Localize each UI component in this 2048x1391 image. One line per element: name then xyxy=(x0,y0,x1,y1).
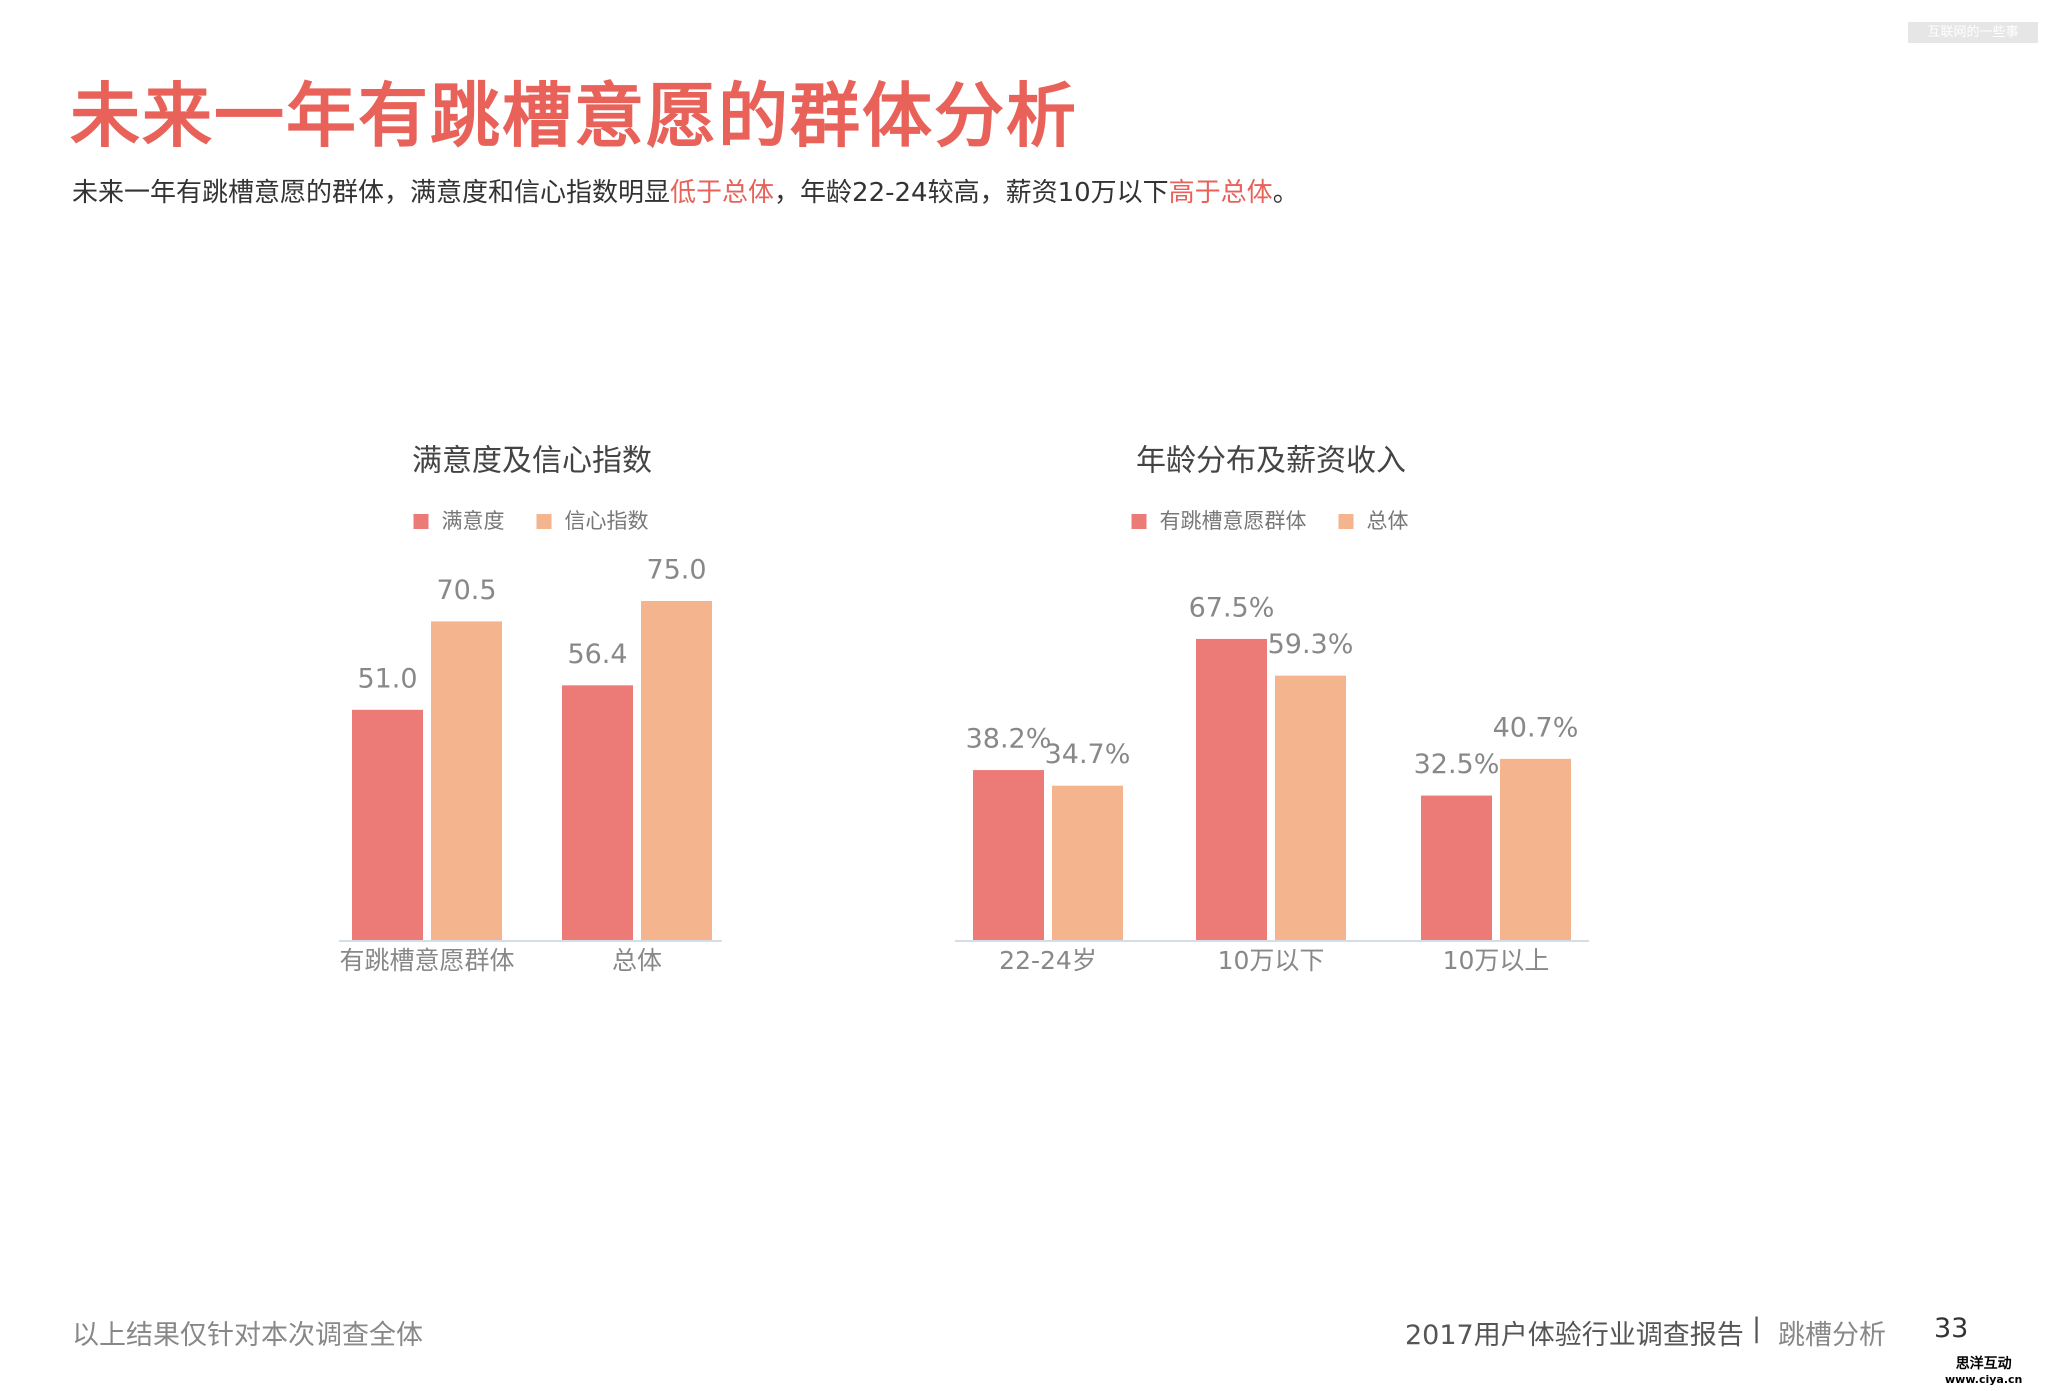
report-name: 2017用户体验行业调查报告 xyxy=(1405,1320,1744,1351)
bar xyxy=(1275,675,1346,941)
value-label: 51.0 xyxy=(357,663,417,694)
watermark-brand: 思洋互动 www.ciya.cn xyxy=(1945,1357,2022,1387)
bar xyxy=(352,709,423,941)
legend-swatch xyxy=(1131,514,1147,529)
footnote: 以上结果仅针对本次调查全体 xyxy=(72,1320,423,1351)
subtitle-text: ，年龄22-24较高，薪资10万以下 xyxy=(774,178,1169,208)
page-number: 33 xyxy=(1934,1313,1969,1344)
subtitle: 未来一年有跳槽意愿的群体，满意度和信心指数明显低于总体，年龄22-24较高，薪资… xyxy=(72,172,1299,209)
value-label: 67.5% xyxy=(1189,592,1275,623)
section-name: 跳槽分析 xyxy=(1778,1320,1886,1351)
x-tick-label: 总体 xyxy=(612,946,662,975)
legend-swatch xyxy=(536,514,552,529)
bar xyxy=(973,770,1044,941)
chart-title: 年龄分布及薪资收入 xyxy=(1136,444,1406,479)
page-title: 未来一年有跳槽意愿的群体分析 xyxy=(70,75,1078,157)
subtitle-highlight: 高于总体 xyxy=(1168,178,1273,208)
value-label: 56.4 xyxy=(567,639,627,670)
bar xyxy=(641,601,712,941)
brand: 思洋互动 xyxy=(1955,1356,2012,1372)
bar xyxy=(1421,795,1492,941)
bar xyxy=(562,685,633,941)
value-label: 75.0 xyxy=(646,555,706,586)
legend-label: 有跳槽意愿群体 xyxy=(1160,509,1307,533)
watermark: 互联网的一些事 xyxy=(1908,22,2038,43)
separator: | xyxy=(1752,1313,1762,1344)
legend-label: 总体 xyxy=(1367,509,1409,533)
subtitle-text: 未来一年有跳槽意愿的群体，满意度和信心指数明显 xyxy=(72,178,671,208)
legend-swatch xyxy=(413,514,429,529)
subtitle-highlight: 低于总体 xyxy=(670,178,775,208)
value-label: 32.5% xyxy=(1414,749,1500,780)
x-tick-label: 有跳槽意愿群体 xyxy=(339,946,514,975)
bar xyxy=(1500,758,1571,941)
brand-url: www.ciya.cn xyxy=(1945,1373,2023,1386)
x-tick-label: 10万以上 xyxy=(1443,946,1550,975)
legend-label: 满意度 xyxy=(442,509,505,533)
legend-swatch xyxy=(1338,514,1354,529)
bar xyxy=(1052,785,1123,941)
value-label: 38.2% xyxy=(966,724,1052,755)
x-tick-label: 22-24岁 xyxy=(999,946,1097,975)
value-label: 59.3% xyxy=(1268,629,1354,660)
legend-label: 信心指数 xyxy=(565,509,649,533)
bar xyxy=(431,621,502,941)
value-label: 70.5 xyxy=(436,575,496,606)
chart-title: 满意度及信心指数 xyxy=(412,444,652,479)
value-label: 40.7% xyxy=(1493,712,1579,743)
x-tick-label: 10万以下 xyxy=(1218,946,1325,975)
value-label: 34.7% xyxy=(1045,739,1131,770)
bar xyxy=(1196,638,1267,941)
subtitle-text: 。 xyxy=(1272,178,1299,208)
